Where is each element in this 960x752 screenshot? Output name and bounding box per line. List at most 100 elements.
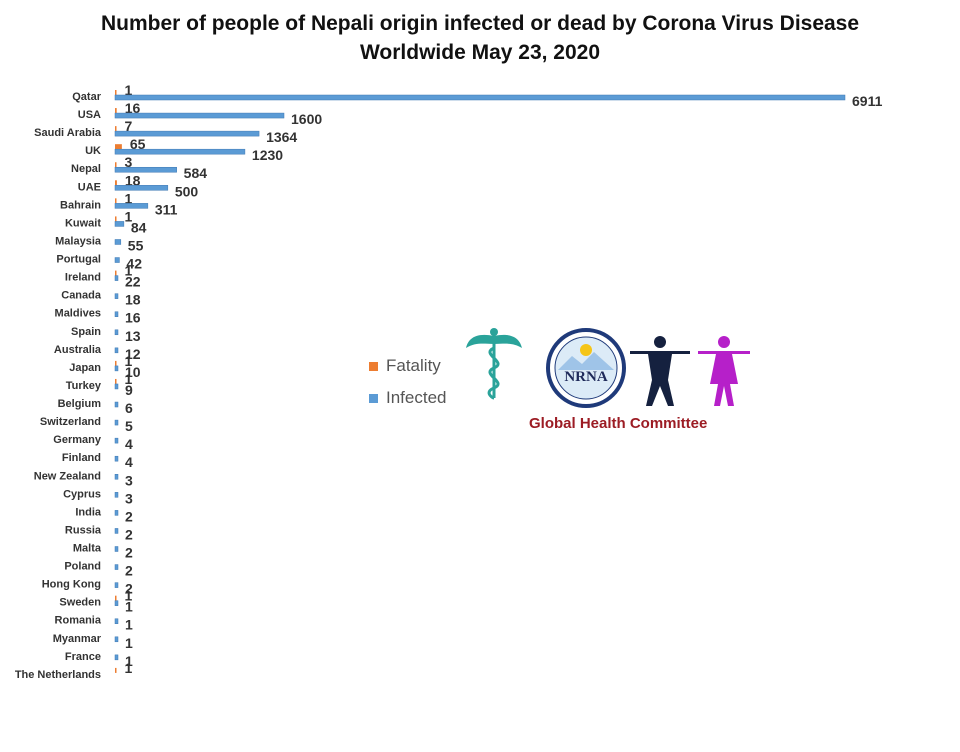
bar-fatality-usa bbox=[115, 108, 117, 114]
category-label-qatar: Qatar bbox=[72, 91, 101, 103]
bar-fatality-bahrain bbox=[115, 198, 117, 204]
committee-logo: NRNA bbox=[466, 328, 750, 408]
bar-infected-france bbox=[114, 654, 119, 661]
value-label-infected-uae: 500 bbox=[175, 183, 199, 199]
bar-fatality-uae bbox=[115, 180, 117, 186]
bar-infected-hong-kong bbox=[114, 582, 119, 588]
value-label-infected-romania: 1 bbox=[125, 617, 133, 633]
bar-infected-nepal bbox=[114, 166, 177, 173]
value-label-fatality-nepal: 3 bbox=[125, 154, 133, 170]
category-label-myanmar: Myanmar bbox=[53, 633, 102, 645]
value-label-fatality-the-netherlands: 1 bbox=[125, 660, 133, 676]
value-label-infected-belgium: 6 bbox=[125, 400, 133, 416]
bar-infected-portugal bbox=[114, 257, 120, 263]
value-label-infected-sweden: 1 bbox=[125, 599, 133, 615]
value-label-infected-malaysia: 55 bbox=[128, 237, 144, 253]
bar-fatality-japan bbox=[115, 360, 117, 366]
category-label-japan: Japan bbox=[69, 362, 101, 374]
category-label-sweden: Sweden bbox=[59, 597, 101, 609]
value-label-infected-australia: 12 bbox=[125, 346, 141, 362]
bar-infected-cyprus bbox=[114, 492, 119, 498]
value-label-infected-switzerland: 5 bbox=[125, 418, 133, 434]
value-label-infected-maldives: 16 bbox=[125, 310, 141, 326]
category-label-kuwait: Kuwait bbox=[65, 217, 101, 229]
legend-label-infected: Infected bbox=[386, 388, 447, 407]
category-label-maldives: Maldives bbox=[55, 308, 101, 320]
bar-infected-new-zealand bbox=[114, 474, 119, 480]
bar-infected-poland bbox=[114, 564, 119, 570]
value-label-fatality-qatar: 1 bbox=[125, 82, 133, 98]
category-label-nepal: Nepal bbox=[71, 163, 101, 175]
chart-title-line2: Worldwide May 23, 2020 bbox=[359, 41, 601, 64]
nrna-emblem: NRNA bbox=[546, 328, 626, 408]
bar-fatality-turkey bbox=[115, 378, 117, 384]
caduceus-icon bbox=[466, 328, 522, 400]
value-label-infected-finland: 4 bbox=[125, 454, 133, 470]
bar-fatality-kuwait bbox=[115, 216, 117, 222]
category-label-uk: UK bbox=[85, 145, 101, 157]
value-label-fatality-uk: 65 bbox=[130, 136, 146, 152]
category-label-australia: Australia bbox=[54, 344, 102, 356]
category-label-spain: Spain bbox=[71, 326, 101, 338]
value-label-fatality-saudi-arabia: 7 bbox=[125, 118, 133, 134]
category-label-the-netherlands: The Netherlands bbox=[15, 669, 101, 681]
bar-infected-germany bbox=[114, 437, 119, 444]
value-label-fatality-kuwait: 1 bbox=[125, 208, 133, 224]
value-label-infected-cyprus: 3 bbox=[125, 490, 133, 506]
category-label-finland: Finland bbox=[62, 452, 101, 464]
female-figure-icon bbox=[698, 336, 750, 406]
value-label-infected-nepal: 584 bbox=[184, 165, 208, 181]
value-label-infected-russia: 2 bbox=[125, 526, 133, 542]
value-label-infected-japan: 10 bbox=[125, 364, 141, 380]
logo-caption: Global Health Committee bbox=[529, 415, 708, 432]
bar-infected-kuwait bbox=[114, 221, 125, 227]
value-label-infected-spain: 13 bbox=[125, 328, 141, 344]
legend-swatch-fatality bbox=[369, 362, 378, 372]
category-label-malaysia: Malaysia bbox=[55, 235, 102, 247]
legend-label-fatality: Fatality bbox=[386, 356, 441, 375]
value-label-fatality-bahrain: 1 bbox=[125, 190, 133, 206]
value-label-infected-hong-kong: 2 bbox=[125, 581, 133, 597]
value-label-fatality-uae: 18 bbox=[125, 172, 141, 188]
bar-infected-finland bbox=[114, 455, 119, 462]
category-label-cyprus: Cyprus bbox=[63, 488, 101, 500]
bar-infected-myanmar bbox=[114, 636, 119, 643]
category-label-russia: Russia bbox=[65, 524, 102, 536]
bar-infected-malaysia bbox=[114, 239, 122, 245]
category-label-canada: Canada bbox=[61, 290, 102, 302]
value-label-infected-canada: 18 bbox=[125, 292, 141, 308]
bar-infected-malta bbox=[114, 546, 119, 552]
value-label-fatality-usa: 16 bbox=[125, 100, 141, 116]
bar-fatality-the-netherlands bbox=[115, 667, 117, 673]
value-label-infected-saudi-arabia: 1364 bbox=[266, 129, 297, 145]
category-label-usa: USA bbox=[78, 109, 101, 121]
value-label-infected-new-zealand: 3 bbox=[125, 472, 133, 488]
bar-fatality-saudi-arabia bbox=[115, 126, 117, 132]
category-label-new-zealand: New Zealand bbox=[34, 470, 101, 482]
category-label-saudi-arabia: Saudi Arabia bbox=[34, 127, 102, 139]
value-label-infected-poland: 2 bbox=[125, 563, 133, 579]
value-label-infected-ireland: 22 bbox=[125, 274, 141, 290]
value-label-fatality-turkey: 1 bbox=[125, 371, 133, 387]
value-label-infected-myanmar: 1 bbox=[125, 635, 133, 651]
bar-infected-switzerland bbox=[114, 419, 119, 426]
bar-infected-bahrain bbox=[114, 203, 149, 209]
bar-infected-canada bbox=[114, 293, 119, 299]
bar-fatality-uk bbox=[115, 144, 122, 150]
category-label-turkey: Turkey bbox=[66, 380, 102, 392]
value-label-infected-qatar: 6911 bbox=[852, 93, 883, 109]
bar-infected-romania bbox=[114, 618, 119, 624]
category-label-malta: Malta bbox=[73, 543, 102, 555]
value-label-infected-india: 2 bbox=[125, 508, 133, 524]
bar-infected-qatar bbox=[114, 94, 846, 101]
bar-infected-japan bbox=[114, 365, 119, 372]
value-label-infected-uk: 1230 bbox=[252, 147, 283, 163]
value-label-infected-germany: 4 bbox=[125, 436, 133, 452]
bar-infected-uae bbox=[114, 185, 169, 191]
bar-infected-ireland bbox=[114, 275, 119, 281]
category-label-switzerland: Switzerland bbox=[40, 416, 101, 428]
bar-infected-australia bbox=[114, 347, 119, 354]
value-label-infected-kuwait: 84 bbox=[131, 219, 147, 235]
bar-infected-india bbox=[114, 510, 119, 516]
